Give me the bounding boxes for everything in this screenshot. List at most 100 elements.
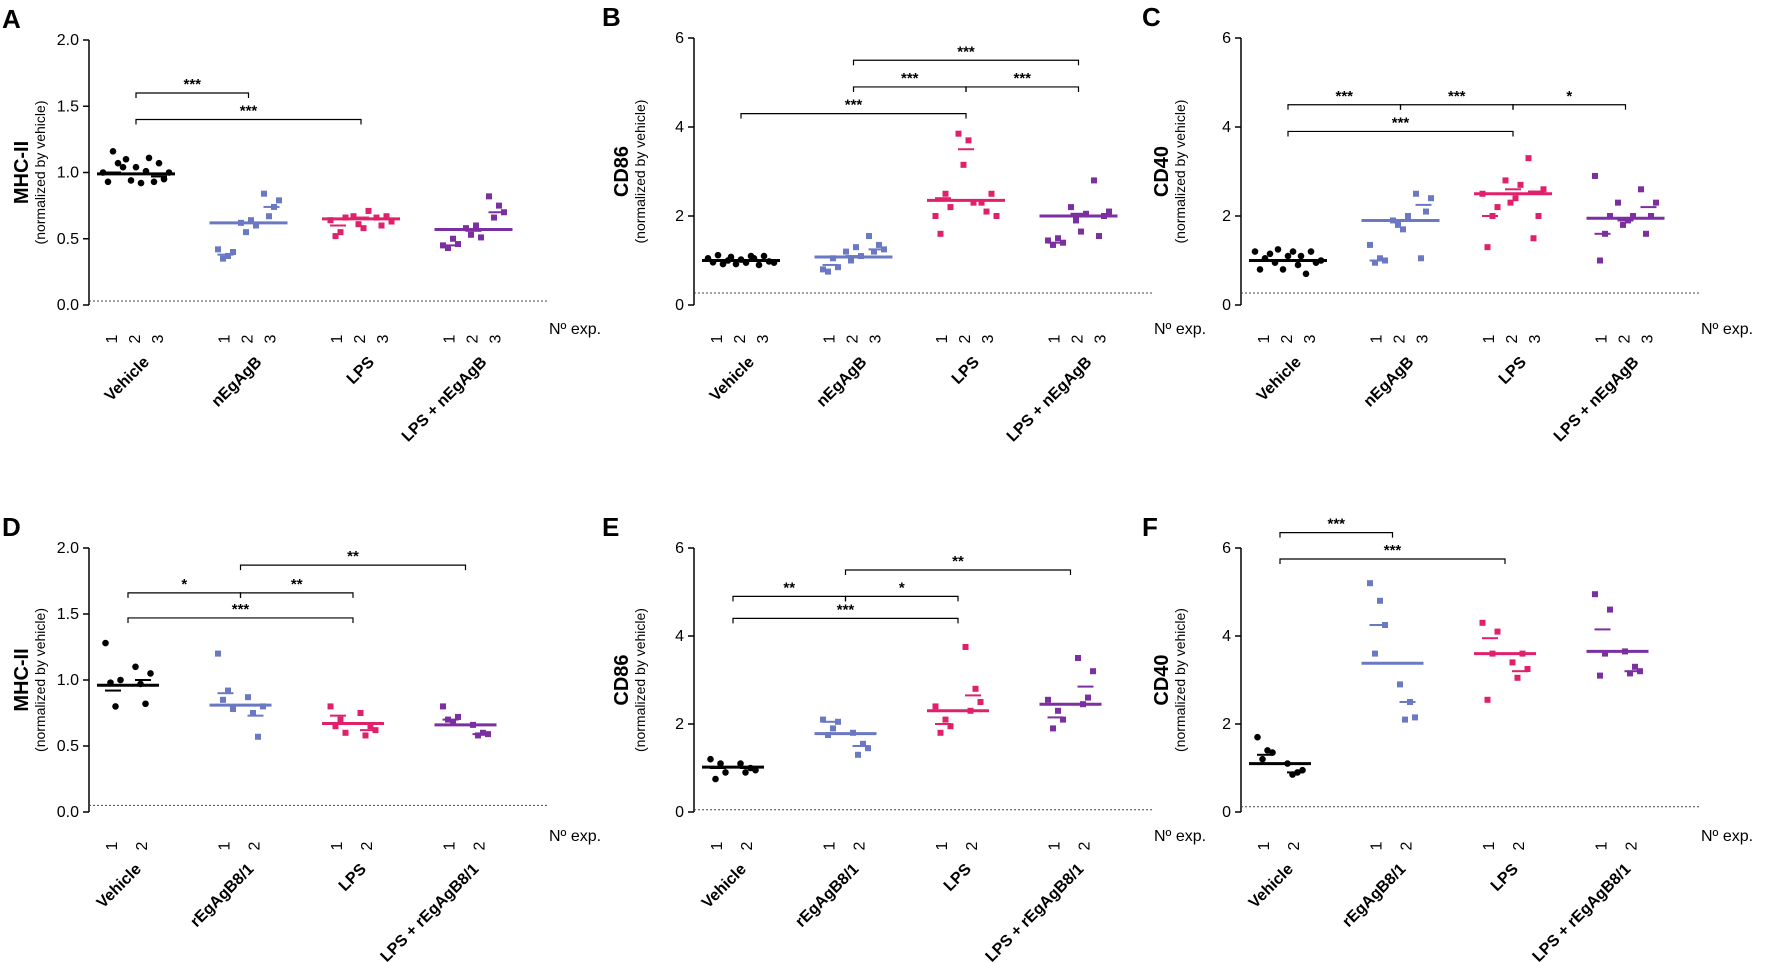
y-axis-subtitle: (normalized by vehicle) bbox=[32, 608, 48, 752]
experiment-number: 1 bbox=[329, 334, 346, 343]
experiment-number: 1 bbox=[1481, 841, 1498, 850]
experiment-number: 1 bbox=[822, 841, 839, 850]
experiment-number: 2 bbox=[1070, 334, 1087, 343]
data-point bbox=[970, 199, 977, 206]
data-point bbox=[962, 644, 969, 650]
data-point bbox=[1372, 259, 1378, 266]
data-point bbox=[1045, 237, 1051, 244]
experiment-axis-label: Nº exp. bbox=[549, 321, 601, 338]
y-tick-label: 0 bbox=[675, 297, 684, 314]
y-axis-subtitle: (normalized by vehicle) bbox=[632, 608, 648, 752]
experiment-number: 1 bbox=[709, 334, 726, 343]
y-tick-label: 0 bbox=[1222, 297, 1231, 314]
panel-letter: D bbox=[2, 512, 21, 542]
data-point bbox=[1627, 670, 1633, 677]
significance-bracket: *** bbox=[1279, 542, 1506, 564]
data-point bbox=[1418, 255, 1424, 262]
data-point bbox=[215, 650, 221, 657]
experiment-number: 2 bbox=[852, 841, 869, 850]
group-label: Vehicle bbox=[102, 354, 153, 405]
bracket-line bbox=[1287, 104, 1402, 110]
data-point bbox=[109, 148, 117, 155]
data-point bbox=[937, 230, 944, 237]
data-point bbox=[1395, 221, 1401, 228]
significance-stars: *** bbox=[1392, 114, 1410, 131]
data-point bbox=[350, 213, 357, 220]
data-point bbox=[1068, 204, 1074, 211]
bracket-line bbox=[239, 564, 467, 571]
data-point bbox=[1091, 177, 1097, 184]
data-point bbox=[714, 251, 722, 259]
data-point bbox=[1648, 213, 1654, 219]
data-point bbox=[820, 266, 826, 273]
data-point bbox=[960, 161, 967, 168]
significance-bracket: *** bbox=[135, 76, 250, 98]
significance-stars: ** bbox=[783, 579, 795, 596]
experiment-number: 1 bbox=[1256, 841, 1273, 850]
data-point bbox=[848, 257, 854, 264]
data-point bbox=[1372, 650, 1378, 657]
y-axis-title: CD86 bbox=[611, 146, 633, 197]
data-point bbox=[866, 233, 872, 240]
data-point bbox=[1402, 716, 1408, 723]
bracket-line bbox=[852, 59, 1080, 66]
data-point bbox=[1377, 597, 1383, 604]
data-point bbox=[932, 213, 939, 219]
data-point bbox=[220, 696, 226, 703]
data-point bbox=[102, 639, 109, 647]
group-label: LPS bbox=[941, 861, 975, 895]
experiment-number: 3 bbox=[150, 334, 167, 343]
data-point bbox=[243, 229, 249, 236]
data-point bbox=[337, 716, 344, 723]
significance-stars: ** bbox=[347, 548, 359, 565]
experiment-number: 1 bbox=[1369, 841, 1386, 850]
data-point bbox=[1630, 213, 1636, 219]
data-point bbox=[1078, 228, 1084, 235]
data-point bbox=[942, 716, 949, 723]
data-point bbox=[1307, 248, 1315, 255]
data-point bbox=[988, 190, 995, 197]
y-tick-label: 0 bbox=[1222, 804, 1231, 821]
data-point bbox=[215, 246, 221, 253]
data-point bbox=[1423, 208, 1429, 215]
y-tick-label: 4 bbox=[1222, 628, 1231, 645]
y-tick-label: 2 bbox=[1222, 208, 1231, 225]
y-tick-label: 1.0 bbox=[57, 165, 79, 182]
data-point bbox=[114, 159, 122, 167]
group-label: rEgAgB8/1 bbox=[187, 861, 257, 931]
experiment-number: 2 bbox=[127, 334, 144, 343]
data-point bbox=[1413, 190, 1419, 197]
data-point bbox=[1259, 755, 1266, 763]
data-point bbox=[332, 233, 339, 240]
data-point bbox=[876, 241, 882, 248]
data-point bbox=[1284, 252, 1292, 260]
data-point bbox=[978, 199, 985, 206]
data-point bbox=[732, 260, 740, 268]
experiment-number: 2 bbox=[964, 841, 981, 850]
group-label: LPS + nEgAgB bbox=[1551, 354, 1643, 446]
group-label: LPS + rEgAgB8/1 bbox=[378, 861, 483, 962]
significance-bracket: ** bbox=[239, 548, 467, 571]
data-point bbox=[1509, 659, 1516, 666]
data-point bbox=[245, 694, 251, 701]
data-point bbox=[1254, 733, 1261, 741]
significance-stars: *** bbox=[901, 70, 919, 87]
group-label: LPS bbox=[336, 861, 370, 895]
y-tick-label: 2.0 bbox=[57, 32, 79, 49]
experiment-number: 2 bbox=[739, 841, 756, 850]
data-point bbox=[932, 703, 939, 710]
data-point bbox=[1607, 606, 1613, 613]
data-point bbox=[937, 729, 944, 736]
data-point bbox=[1494, 628, 1501, 635]
data-point bbox=[1050, 241, 1056, 248]
data-point bbox=[122, 155, 130, 163]
data-point bbox=[1050, 725, 1056, 732]
data-point bbox=[947, 723, 954, 730]
experiment-axis-label: Nº exp. bbox=[1701, 828, 1753, 845]
experiment-number: 3 bbox=[375, 334, 392, 343]
significance-bracket: *** bbox=[1399, 88, 1514, 110]
data-point bbox=[132, 163, 140, 171]
data-point bbox=[825, 268, 831, 275]
